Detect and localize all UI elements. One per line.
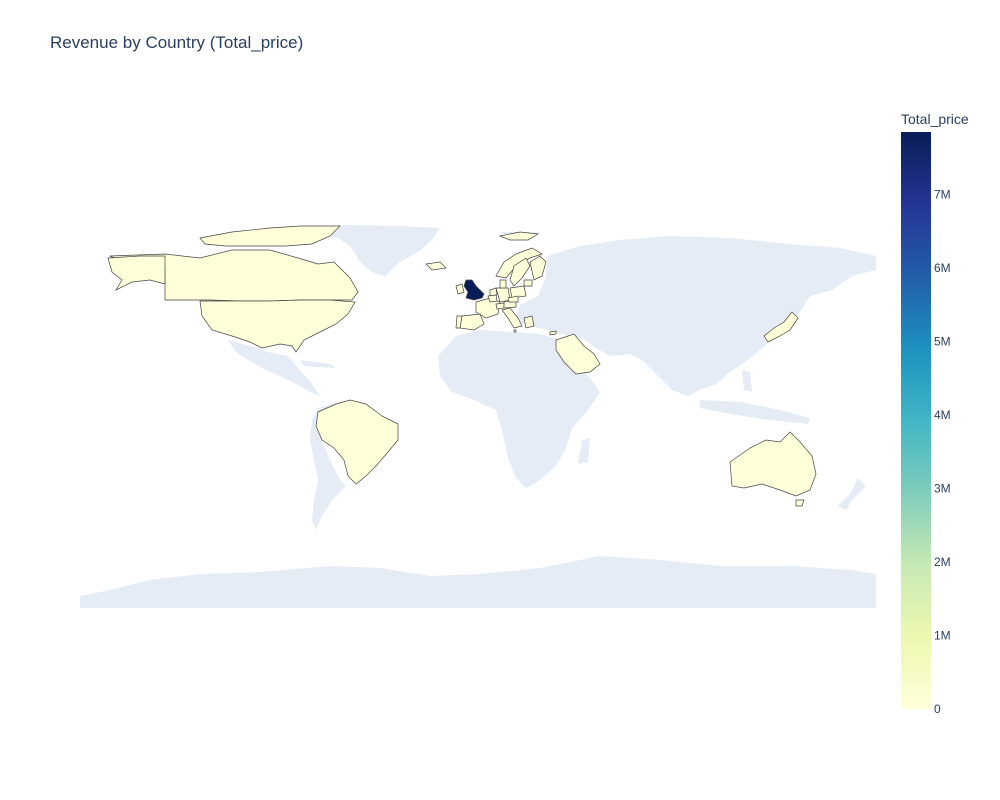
country-lithuania[interactable] bbox=[523, 279, 533, 287]
country-finland[interactable] bbox=[529, 255, 547, 281]
country-netherlands[interactable] bbox=[489, 287, 498, 297]
country-poland[interactable] bbox=[509, 285, 527, 299]
colorbar-tick-label: 0 bbox=[934, 702, 941, 716]
land-philippines bbox=[742, 370, 752, 392]
country-ireland[interactable] bbox=[455, 283, 465, 295]
country-australia-tasmania[interactable] bbox=[795, 499, 805, 507]
colorbar-gradient bbox=[901, 132, 931, 709]
land-africa bbox=[438, 330, 600, 488]
country-belgium[interactable] bbox=[487, 294, 498, 303]
country-malta[interactable] bbox=[513, 329, 517, 333]
country-czech[interactable] bbox=[507, 295, 519, 303]
country-svalbard[interactable] bbox=[498, 231, 540, 241]
country-denmark[interactable] bbox=[499, 279, 507, 289]
land-indonesia bbox=[700, 400, 810, 424]
country-saudi-arabia[interactable] bbox=[555, 333, 601, 375]
colorbar-tick-label: 4M bbox=[934, 408, 951, 422]
country-japan[interactable] bbox=[763, 311, 799, 343]
colorbar: 0 1M 2M 3M 4M 5M 6M 7M bbox=[901, 132, 951, 716]
country-canada[interactable] bbox=[109, 249, 359, 302]
country-australia[interactable] bbox=[729, 431, 817, 497]
colorbar-tick-label: 2M bbox=[934, 555, 951, 569]
land-south-america bbox=[310, 402, 346, 530]
land-new-zealand bbox=[838, 478, 866, 510]
colorbar-tick-label: 7M bbox=[934, 187, 951, 201]
country-portugal[interactable] bbox=[455, 315, 463, 329]
country-sweden[interactable] bbox=[509, 257, 531, 287]
colorbar-tick-label: 6M bbox=[934, 261, 951, 275]
country-canada-islands[interactable] bbox=[199, 225, 341, 247]
land-mexico bbox=[228, 340, 320, 396]
chart-title: Revenue by Country (Total_price) bbox=[50, 33, 304, 52]
country-usa[interactable] bbox=[199, 299, 356, 353]
country-spain[interactable] bbox=[459, 313, 485, 331]
land-greenland bbox=[318, 225, 440, 276]
colorbar-tick-label: 5M bbox=[934, 334, 951, 348]
country-italy[interactable] bbox=[501, 307, 523, 329]
country-greece[interactable] bbox=[523, 315, 535, 329]
colorbar-tick-label: 3M bbox=[934, 481, 951, 495]
land-eurasia bbox=[515, 236, 876, 396]
country-usa-alaska[interactable] bbox=[107, 255, 166, 291]
country-switzerland[interactable] bbox=[495, 302, 505, 310]
land-caribbean bbox=[300, 360, 336, 368]
land-madagascar bbox=[578, 438, 590, 464]
colorbar-tick-label: 1M bbox=[934, 628, 951, 642]
country-iceland[interactable] bbox=[425, 261, 447, 271]
land-antarctica bbox=[80, 556, 876, 608]
country-brazil[interactable] bbox=[315, 399, 399, 485]
country-united-kingdom[interactable] bbox=[463, 279, 485, 301]
country-cyprus[interactable] bbox=[549, 330, 557, 336]
country-germany[interactable] bbox=[495, 287, 511, 303]
colorbar-title: Total_price bbox=[901, 111, 969, 127]
